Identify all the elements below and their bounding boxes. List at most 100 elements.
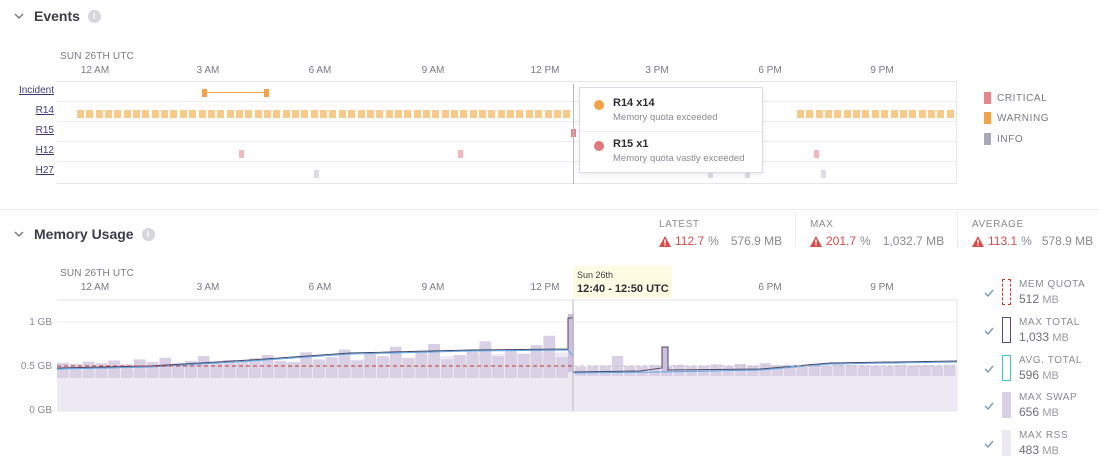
check-icon[interactable] [984,439,994,449]
r14-warning-tick[interactable] [96,110,103,118]
info-icon[interactable]: i [141,227,155,241]
event-row-link-r14[interactable]: R14 [35,105,54,116]
r14-warning-tick[interactable] [451,110,458,118]
r14-warning-tick[interactable] [358,110,365,118]
r14-warning-tick[interactable] [255,110,262,118]
event-row-link-h27[interactable]: H27 [35,165,54,176]
r14-warning-tick[interactable] [217,110,224,118]
r14-warning-tick[interactable] [311,110,318,118]
r14-warning-tick[interactable] [919,110,926,118]
r14-warning-tick[interactable] [170,110,177,118]
r14-warning-tick[interactable] [928,110,935,118]
r14-warning-tick[interactable] [199,110,206,118]
r14-warning-tick[interactable] [526,110,533,118]
r14-warning-tick[interactable] [516,110,523,118]
r14-warning-tick[interactable] [470,110,477,118]
r14-warning-tick[interactable] [853,110,860,118]
legend-critical[interactable]: CRITICAL [984,92,1047,104]
r14-warning-tick[interactable] [367,110,374,118]
r14-warning-tick[interactable] [208,110,215,118]
h27-event[interactable] [745,170,750,178]
r14-warning-tick[interactable] [872,110,879,118]
r14-warning-tick[interactable] [404,110,411,118]
r14-warning-tick[interactable] [535,110,542,118]
r14-warning-tick[interactable] [937,110,944,118]
r14-warning-tick[interactable] [124,110,131,118]
r14-warning-tick[interactable] [86,110,93,118]
chevron-down-icon[interactable] [12,227,26,241]
event-row-link-r15[interactable]: R15 [35,125,54,136]
r14-warning-tick[interactable] [816,110,823,118]
r14-warning-tick[interactable] [105,110,112,118]
r14-warning-tick[interactable] [227,110,234,118]
r14-warning-tick[interactable] [460,110,467,118]
events-section-header[interactable]: Events i [12,8,101,24]
r14-warning-tick[interactable] [264,110,271,118]
r14-warning-tick[interactable] [479,110,486,118]
r14-warning-tick[interactable] [891,110,898,118]
r14-warning-tick[interactable] [329,110,336,118]
r14-warning-tick[interactable] [947,110,954,118]
r14-warning-tick[interactable] [292,110,299,118]
check-icon[interactable] [984,364,994,374]
check-icon[interactable] [984,288,994,298]
h27-event[interactable] [314,170,319,178]
r14-warning-tick[interactable] [395,110,402,118]
h27-event[interactable] [821,170,826,178]
r14-warning-tick[interactable] [834,110,841,118]
r14-warning-tick[interactable] [320,110,327,118]
h27-event[interactable] [708,170,713,178]
r14-warning-tick[interactable] [339,110,346,118]
r14-warning-tick[interactable] [488,110,495,118]
r14-warning-tick[interactable] [283,110,290,118]
info-icon[interactable]: i [87,9,101,23]
r14-warning-tick[interactable] [862,110,869,118]
check-icon[interactable] [984,326,994,336]
r14-warning-tick[interactable] [114,110,121,118]
r14-warning-tick[interactable] [423,110,430,118]
r14-warning-tick[interactable] [507,110,514,118]
chevron-down-icon[interactable] [12,9,26,23]
r14-warning-tick[interactable] [844,110,851,118]
r14-warning-tick[interactable] [909,110,916,118]
legend-info[interactable]: INFO [984,133,1023,145]
r14-warning-tick[interactable] [563,110,570,118]
h12-event[interactable] [814,150,819,158]
legend-mem-quota[interactable]: MEM QUOTA 512 MB [984,279,1085,306]
r14-warning-tick[interactable] [161,110,168,118]
r14-warning-tick[interactable] [545,110,552,118]
r14-warning-tick[interactable] [77,110,84,118]
r14-warning-tick[interactable] [442,110,449,118]
r14-warning-tick[interactable] [180,110,187,118]
h12-event[interactable] [458,150,463,158]
r14-warning-tick[interactable] [348,110,355,118]
event-row-link-h12[interactable]: H12 [35,145,54,156]
event-row-link-incident[interactable]: Incident [18,85,54,96]
r14-warning-tick[interactable] [554,110,561,118]
r14-warning-tick[interactable] [245,110,252,118]
legend-avg-total[interactable]: AVG. TOTAL 596 MB [984,355,1082,382]
legend-warning[interactable]: WARNING [984,112,1049,124]
r14-warning-tick[interactable] [797,110,804,118]
r14-warning-tick[interactable] [414,110,421,118]
r14-warning-tick[interactable] [133,110,140,118]
r14-warning-tick[interactable] [152,110,159,118]
memory-section-header[interactable]: Memory Usage i [12,226,155,242]
r14-warning-tick[interactable] [301,110,308,118]
r14-warning-tick[interactable] [825,110,832,118]
r14-warning-tick[interactable] [236,110,243,118]
r14-warning-tick[interactable] [386,110,393,118]
r14-warning-tick[interactable] [142,110,149,118]
r14-warning-tick[interactable] [900,110,907,118]
r14-warning-tick[interactable] [273,110,280,118]
legend-max-total[interactable]: MAX TOTAL 1,033 MB [984,317,1080,344]
r14-warning-tick[interactable] [189,110,196,118]
r14-warning-tick[interactable] [376,110,383,118]
r14-warning-tick[interactable] [881,110,888,118]
legend-max-swap[interactable]: MAX SWAP 656 MB [984,392,1077,419]
h12-event[interactable] [239,150,244,158]
r14-warning-tick[interactable] [806,110,813,118]
r14-warning-tick[interactable] [498,110,505,118]
legend-max-rss[interactable]: MAX RSS 483 MB [984,430,1068,457]
